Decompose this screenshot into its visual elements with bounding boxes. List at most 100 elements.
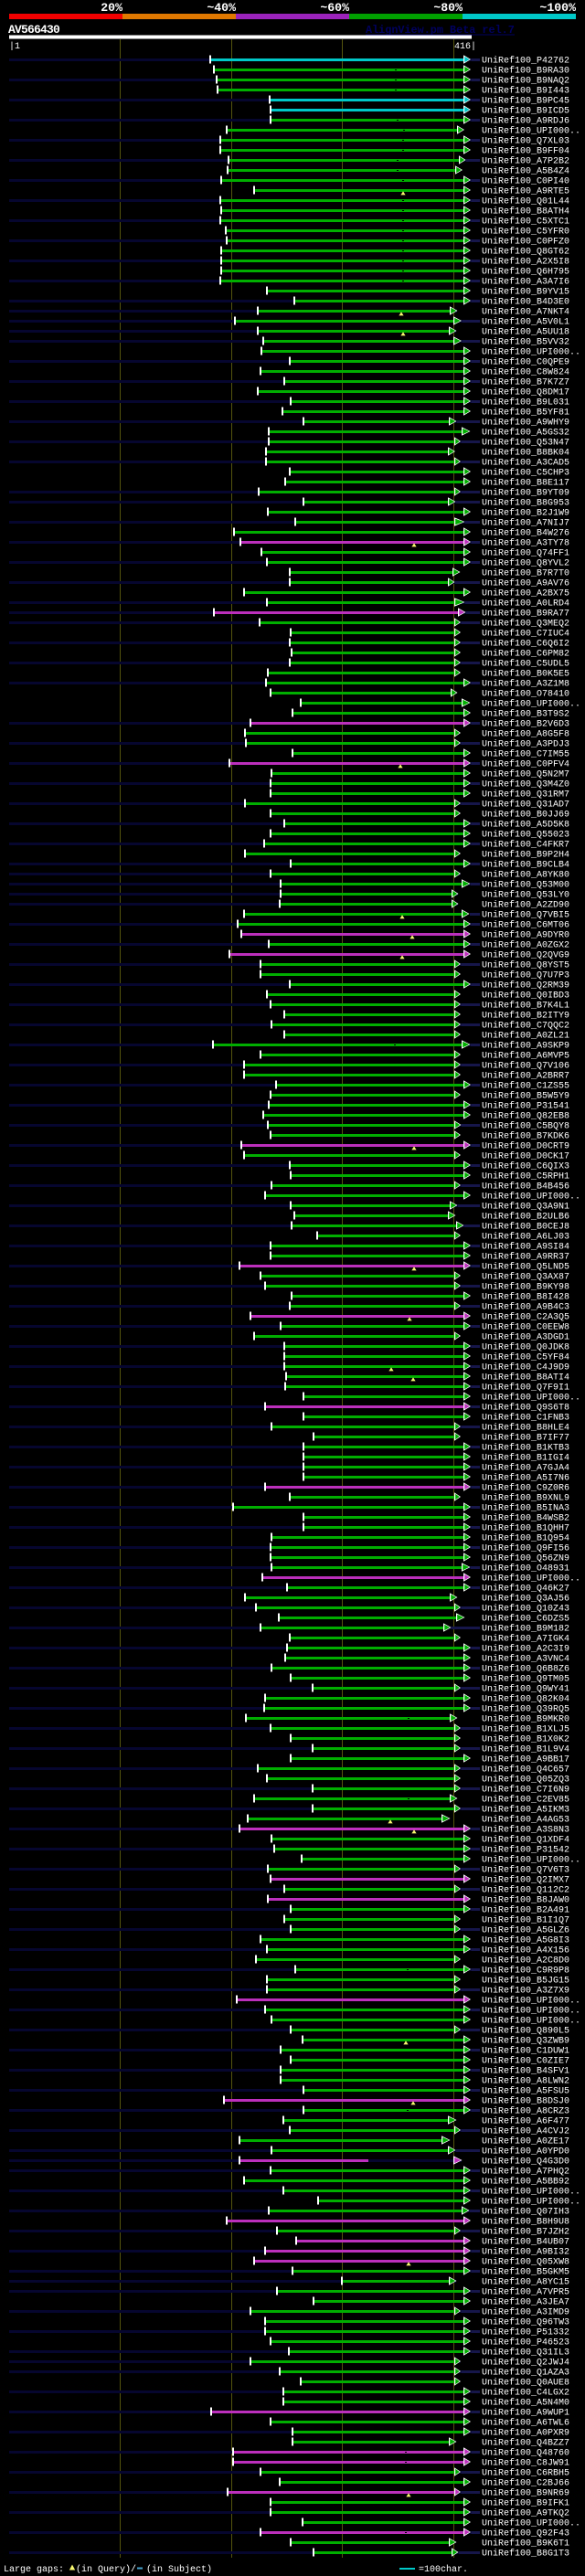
svg-text:UniRef100_A0PXR9: UniRef100_A0PXR9 — [482, 2428, 569, 2439]
svg-text:~100%: ~100% — [539, 1, 576, 15]
svg-text:UniRef100_C0QPE9: UniRef100_C0QPE9 — [482, 357, 569, 368]
svg-text:UniRef100_A7PHQ2: UniRef100_A7PHQ2 — [482, 2167, 569, 2178]
svg-text:UniRef100_B9NR69: UniRef100_B9NR69 — [482, 2488, 569, 2499]
svg-text:UniRef100_C7IUC4: UniRef100_C7IUC4 — [482, 629, 569, 640]
svg-text:UniRef100_A0ZGX2: UniRef100_A0ZGX2 — [482, 940, 569, 951]
svg-text:UniRef100_C0PFZ0: UniRef100_C0PFZ0 — [482, 237, 569, 248]
svg-text:UniRef100_Q7V6T3: UniRef100_Q7V6T3 — [482, 1865, 569, 1876]
svg-text:UniRef100_Q1XDF4: UniRef100_Q1XDF4 — [482, 1835, 569, 1846]
svg-text:UniRef100_A9BI32: UniRef100_A9BI32 — [482, 2247, 569, 2258]
svg-text:UniRef100_A3Z7X9: UniRef100_A3Z7X9 — [482, 1986, 569, 1997]
svg-text:UniRef100_A2BX75: UniRef100_A2BX75 — [482, 588, 569, 599]
svg-text:UniRef100_Q48760: UniRef100_Q48760 — [482, 2448, 569, 2459]
svg-text:UniRef100_P31541: UniRef100_P31541 — [482, 1101, 569, 1112]
svg-text:UniRef100_A3TY78: UniRef100_A3TY78 — [482, 538, 569, 549]
svg-text:AlignView.pm Beta rel.7: AlignView.pm Beta rel.7 — [366, 24, 515, 37]
svg-text:UniRef100_B4D3E0: UniRef100_B4D3E0 — [482, 297, 569, 308]
svg-text:UniRef100_B4WSB2: UniRef100_B4WSB2 — [482, 1513, 569, 1524]
svg-text:UniRef100_C1FNB3: UniRef100_C1FNB3 — [482, 1413, 569, 1424]
svg-text:UniRef100_C0ZIE7: UniRef100_C0ZIE7 — [482, 2056, 569, 2067]
svg-text:UniRef100_A4AG53: UniRef100_A4AG53 — [482, 1815, 569, 1826]
svg-text:UniRef100_O48931: UniRef100_O48931 — [482, 1564, 569, 1574]
svg-text:~60%: ~60% — [320, 1, 349, 15]
svg-text:UniRef100_D0CRT9: UniRef100_D0CRT9 — [482, 1141, 569, 1152]
svg-text:UniRef100_B9L031: UniRef100_B9L031 — [482, 398, 569, 408]
svg-text:UniRef100_Q3AX87: UniRef100_Q3AX87 — [482, 1272, 569, 1283]
svg-text:UniRef100_B4B456: UniRef100_B4B456 — [482, 1182, 569, 1193]
svg-text:UniRef100_A3DGD1: UniRef100_A3DGD1 — [482, 1332, 569, 1343]
svg-text:UniRef100_Q56ZN9: UniRef100_Q56ZN9 — [482, 1553, 569, 1564]
svg-text:UniRef100_C6Q6I2: UniRef100_C6Q6I2 — [482, 639, 569, 650]
svg-text:UniRef100_A3IMD9: UniRef100_A3IMD9 — [482, 2307, 569, 2318]
svg-text:UniRef100_Q31RM7: UniRef100_Q31RM7 — [482, 790, 569, 800]
svg-text:UniRef100_A5BB92: UniRef100_A5BB92 — [482, 2177, 569, 2188]
svg-text:UniRef100_Q46K27: UniRef100_Q46K27 — [482, 1584, 569, 1595]
svg-text:UniRef100_A8YK80: UniRef100_A8YK80 — [482, 870, 569, 881]
svg-text:UniRef100_A8YC15: UniRef100_A8YC15 — [482, 2277, 569, 2288]
svg-text:UniRef100_A9WHY9: UniRef100_A9WHY9 — [482, 418, 569, 429]
svg-text:UniRef100_A5GS32: UniRef100_A5GS32 — [482, 428, 569, 439]
svg-text:UniRef100_B9XNL9: UniRef100_B9XNL9 — [482, 1493, 569, 1504]
svg-text:UniRef100_A3VNC4: UniRef100_A3VNC4 — [482, 1654, 569, 1665]
svg-text:UniRef100_Q3ZWB9: UniRef100_Q3ZWB9 — [482, 2036, 569, 2047]
svg-text:UniRef100_A4CVJ2: UniRef100_A4CVJ2 — [482, 2126, 569, 2137]
svg-text:UniRef100_C6PM82: UniRef100_C6PM82 — [482, 649, 569, 660]
svg-text:~80%: ~80% — [433, 1, 463, 15]
svg-text:UniRef100_C9R9P8: UniRef100_C9R9P8 — [482, 1966, 569, 1977]
svg-text:UniRef100_Q10Z43: UniRef100_Q10Z43 — [482, 1604, 569, 1615]
svg-text:=100char.: =100char. — [419, 2564, 468, 2575]
svg-text:20%: 20% — [101, 1, 122, 15]
svg-text:UniRef100_Q92F43: UniRef100_Q92F43 — [482, 2528, 569, 2539]
svg-text:UniRef100_A5I7N6: UniRef100_A5I7N6 — [482, 1473, 569, 1484]
svg-text:UniRef100_A5G8I3: UniRef100_A5G8I3 — [482, 1935, 569, 1946]
svg-text:UniRef100_C2EV85: UniRef100_C2EV85 — [482, 1795, 569, 1806]
svg-text:UniRef100_B8I428: UniRef100_B8I428 — [482, 1292, 569, 1303]
svg-text:UniRef100_C5RPH1: UniRef100_C5RPH1 — [482, 1171, 569, 1182]
svg-text:UniRef100_B5W5Y9: UniRef100_B5W5Y9 — [482, 1091, 569, 1102]
svg-text:416|: 416| — [454, 41, 476, 52]
svg-text:UniRef100_Q4C657: UniRef100_Q4C657 — [482, 1765, 569, 1776]
svg-text:UniRef100_B1XLJ5: UniRef100_B1XLJ5 — [482, 1724, 569, 1735]
svg-text:UniRef100_B7K4L1: UniRef100_B7K4L1 — [482, 1001, 569, 1012]
svg-text:UniRef100_A5N4M0: UniRef100_A5N4M0 — [482, 2398, 569, 2409]
svg-text:UniRef100_B9RA30: UniRef100_B9RA30 — [482, 66, 569, 77]
svg-text:UniRef100_A7GJA4: UniRef100_A7GJA4 — [482, 1463, 569, 1474]
svg-text:UniRef100_B8HLE4: UniRef100_B8HLE4 — [482, 1423, 569, 1434]
svg-text:UniRef100_B1IGI4: UniRef100_B1IGI4 — [482, 1453, 569, 1464]
svg-text:UniRef100_B9KY98: UniRef100_B9KY98 — [482, 1282, 569, 1293]
svg-text:UniRef100_B5YF81: UniRef100_B5YF81 — [482, 408, 569, 419]
svg-text:UniRef100_B7KDK6: UniRef100_B7KDK6 — [482, 1131, 569, 1142]
svg-text:UniRef100_B1I1Q7: UniRef100_B1I1Q7 — [482, 1915, 569, 1926]
svg-text:|1: |1 — [9, 41, 20, 52]
svg-text:UniRef100_Q6H795: UniRef100_Q6H795 — [482, 267, 569, 278]
svg-text:UniRef100_UPI000..: UniRef100_UPI000.. — [482, 126, 580, 137]
svg-text:~40%: ~40% — [207, 1, 236, 15]
svg-text:UniRef100_B9NAQ2: UniRef100_B9NAQ2 — [482, 76, 569, 87]
svg-text:UniRef100_Q55023: UniRef100_Q55023 — [482, 830, 569, 841]
svg-text:UniRef100_A0ZE17: UniRef100_A0ZE17 — [482, 2136, 569, 2147]
svg-text:UniRef100_A3A7I6: UniRef100_A3A7I6 — [482, 277, 569, 288]
svg-text:UniRef100_Q5LND5: UniRef100_Q5LND5 — [482, 1262, 569, 1273]
svg-text:UniRef100_UPI000..: UniRef100_UPI000.. — [482, 2016, 580, 2027]
svg-text:UniRef100_UPI000..: UniRef100_UPI000.. — [482, 347, 580, 358]
svg-text:UniRef100_A8G5F8: UniRef100_A8G5F8 — [482, 729, 569, 740]
svg-text:UniRef100_C5CHP3: UniRef100_C5CHP3 — [482, 468, 569, 479]
svg-text:UniRef100_Q53LY0: UniRef100_Q53LY0 — [482, 890, 569, 901]
svg-text:UniRef100_C6QIX3: UniRef100_C6QIX3 — [482, 1161, 569, 1172]
svg-text:UniRef100_A9B4C3: UniRef100_A9B4C3 — [482, 1302, 569, 1313]
svg-text:UniRef100_Q4BZZ7: UniRef100_Q4BZZ7 — [482, 2438, 569, 2449]
svg-text:UniRef100_C6DZS5: UniRef100_C6DZS5 — [482, 1614, 569, 1625]
svg-text:UniRef100_C5XTC1: UniRef100_C5XTC1 — [482, 217, 569, 228]
svg-text:UniRef100_UPI000..: UniRef100_UPI000.. — [482, 1393, 580, 1404]
svg-text:AV566430: AV566430 — [8, 23, 60, 37]
svg-text:UniRef100_Q7V106: UniRef100_Q7V106 — [482, 1061, 569, 1072]
svg-text:UniRef100_P31542: UniRef100_P31542 — [482, 1845, 569, 1856]
svg-text:Large gaps:: Large gaps: — [4, 2565, 64, 2575]
svg-text:UniRef100_A2X5I8: UniRef100_A2X5I8 — [482, 257, 569, 268]
svg-text:UniRef100_A5IKM3: UniRef100_A5IKM3 — [482, 1805, 569, 1816]
svg-text:UniRef100_Q2IMX7: UniRef100_Q2IMX7 — [482, 1875, 569, 1886]
svg-text:UniRef100_Q8GT62: UniRef100_Q8GT62 — [482, 247, 569, 258]
svg-text:UniRef100_UPI000..: UniRef100_UPI000.. — [482, 2197, 580, 2208]
svg-text:UniRef100_UPI000..: UniRef100_UPI000.. — [482, 2006, 580, 2017]
svg-text:UniRef100_Q05XW8: UniRef100_Q05XW8 — [482, 2257, 569, 2268]
